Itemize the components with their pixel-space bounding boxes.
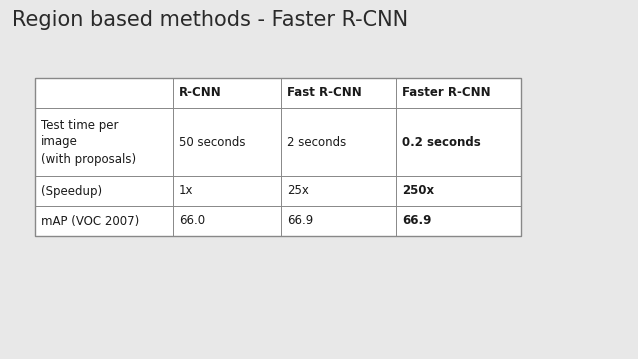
- Text: 66.0: 66.0: [179, 214, 205, 228]
- Text: Faster R-CNN: Faster R-CNN: [402, 87, 491, 99]
- Text: 50 seconds: 50 seconds: [179, 135, 246, 149]
- Text: 66.9: 66.9: [402, 214, 431, 228]
- Text: mAP (VOC 2007): mAP (VOC 2007): [41, 214, 139, 228]
- Text: (Speedup): (Speedup): [41, 185, 102, 197]
- Text: R-CNN: R-CNN: [179, 87, 222, 99]
- Text: 250x: 250x: [402, 185, 434, 197]
- Text: Test time per
image
(with proposals): Test time per image (with proposals): [41, 118, 136, 165]
- Text: Fast R-CNN: Fast R-CNN: [287, 87, 362, 99]
- Bar: [35, 78, 521, 236]
- Text: Region based methods - Faster R-CNN: Region based methods - Faster R-CNN: [12, 10, 408, 30]
- Text: 0.2 seconds: 0.2 seconds: [402, 135, 481, 149]
- Text: 1x: 1x: [179, 185, 193, 197]
- Text: 66.9: 66.9: [287, 214, 313, 228]
- Bar: [35, 78, 521, 236]
- Text: 2 seconds: 2 seconds: [287, 135, 346, 149]
- Text: 25x: 25x: [287, 185, 309, 197]
